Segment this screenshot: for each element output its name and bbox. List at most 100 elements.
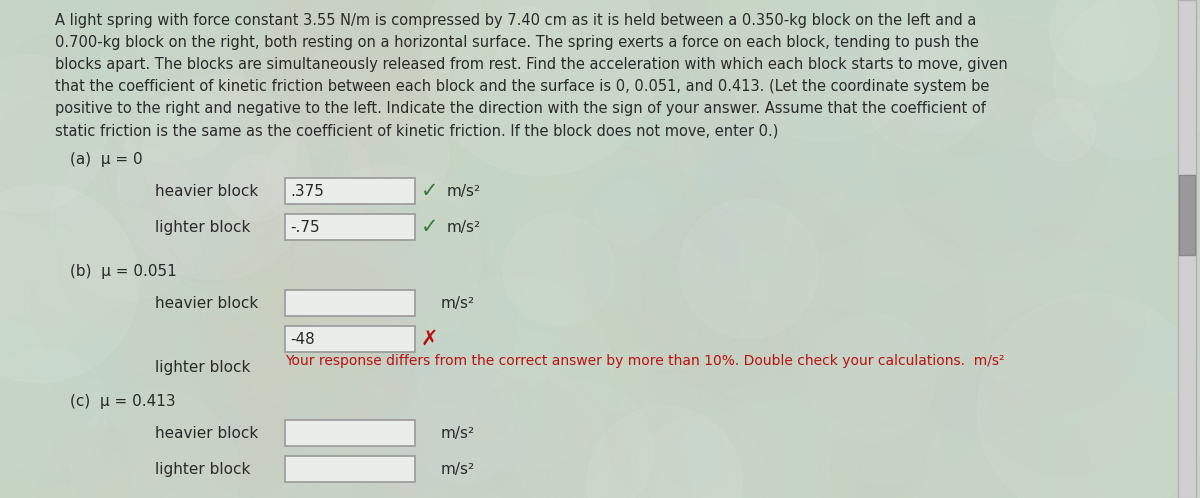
Circle shape <box>1092 30 1200 211</box>
Text: that the coefficient of kinetic friction between each block and the surface is 0: that the coefficient of kinetic friction… <box>55 79 989 94</box>
Circle shape <box>653 349 720 417</box>
Circle shape <box>1058 392 1200 498</box>
Text: A light spring with force constant 3.55 N/m is compressed by 7.40 cm as it is he: A light spring with force constant 3.55 … <box>55 13 977 28</box>
Text: ✓: ✓ <box>421 181 438 201</box>
Circle shape <box>79 0 295 137</box>
Circle shape <box>511 148 715 352</box>
Circle shape <box>422 0 660 175</box>
Circle shape <box>1117 249 1200 350</box>
Circle shape <box>218 328 362 472</box>
Circle shape <box>804 10 966 171</box>
Circle shape <box>679 199 818 338</box>
Circle shape <box>859 0 1037 100</box>
Text: static friction is the same as the coefficient of kinetic friction. If the block: static friction is the same as the coeff… <box>55 123 779 138</box>
Circle shape <box>941 365 1074 498</box>
Circle shape <box>547 414 690 498</box>
FancyBboxPatch shape <box>1178 0 1196 498</box>
Circle shape <box>108 61 329 283</box>
Circle shape <box>612 57 772 216</box>
Circle shape <box>494 7 559 71</box>
Circle shape <box>644 198 740 293</box>
Circle shape <box>192 245 414 466</box>
Circle shape <box>212 30 397 216</box>
Circle shape <box>1050 0 1160 85</box>
Circle shape <box>677 23 908 255</box>
Circle shape <box>854 0 1075 203</box>
Text: blocks apart. The blocks are simultaneously released from rest. Find the acceler: blocks apart. The blocks are simultaneou… <box>55 57 1008 72</box>
Circle shape <box>94 13 244 163</box>
Circle shape <box>265 126 372 233</box>
Circle shape <box>1009 97 1162 249</box>
Circle shape <box>1054 0 1200 159</box>
Circle shape <box>726 236 934 444</box>
Text: m/s²: m/s² <box>442 295 475 310</box>
Circle shape <box>820 358 1040 498</box>
Circle shape <box>912 355 988 431</box>
Circle shape <box>20 307 180 467</box>
Circle shape <box>206 225 413 432</box>
Circle shape <box>0 55 106 213</box>
Circle shape <box>346 65 474 193</box>
FancyBboxPatch shape <box>1178 175 1195 255</box>
Circle shape <box>718 309 934 498</box>
Circle shape <box>978 294 1200 498</box>
Circle shape <box>936 354 1024 441</box>
Circle shape <box>60 203 187 331</box>
Circle shape <box>533 0 763 216</box>
Text: m/s²: m/s² <box>442 425 475 441</box>
Circle shape <box>1033 99 1096 161</box>
Circle shape <box>785 278 994 486</box>
Circle shape <box>352 377 563 498</box>
Circle shape <box>842 0 1010 90</box>
Circle shape <box>257 0 427 103</box>
Circle shape <box>224 154 292 222</box>
Circle shape <box>246 0 431 151</box>
Circle shape <box>0 177 146 406</box>
Text: heavier block: heavier block <box>155 295 258 310</box>
Circle shape <box>305 0 400 55</box>
Circle shape <box>43 0 122 78</box>
FancyBboxPatch shape <box>286 290 415 316</box>
Circle shape <box>238 343 433 498</box>
Circle shape <box>562 255 733 426</box>
Circle shape <box>348 105 449 206</box>
Circle shape <box>133 46 319 232</box>
Circle shape <box>548 405 666 498</box>
Circle shape <box>876 18 1110 252</box>
Text: heavier block: heavier block <box>155 183 258 199</box>
Circle shape <box>274 0 500 135</box>
Circle shape <box>323 225 505 407</box>
Circle shape <box>397 365 630 498</box>
Circle shape <box>0 91 164 325</box>
Circle shape <box>162 330 236 405</box>
Circle shape <box>844 0 1081 156</box>
Text: m/s²: m/s² <box>442 462 475 477</box>
Circle shape <box>582 55 703 177</box>
Circle shape <box>980 113 1080 212</box>
FancyBboxPatch shape <box>286 214 415 240</box>
Circle shape <box>426 0 655 122</box>
Text: lighter block: lighter block <box>155 360 251 374</box>
Circle shape <box>343 163 449 269</box>
Circle shape <box>696 450 781 498</box>
Circle shape <box>107 316 287 496</box>
Text: (a)  μ = 0: (a) μ = 0 <box>70 152 143 167</box>
Circle shape <box>91 360 296 498</box>
Circle shape <box>766 208 985 427</box>
Circle shape <box>79 0 294 198</box>
Text: m/s²: m/s² <box>446 183 481 199</box>
Circle shape <box>288 202 470 384</box>
Circle shape <box>959 227 1145 413</box>
Circle shape <box>1001 112 1158 270</box>
Circle shape <box>595 165 664 234</box>
Text: .375: .375 <box>290 183 324 199</box>
Circle shape <box>547 308 701 462</box>
Circle shape <box>503 215 614 326</box>
Circle shape <box>1058 192 1165 298</box>
Text: Your response differs from the correct answer by more than 10%. Double check you: Your response differs from the correct a… <box>286 354 1004 368</box>
Circle shape <box>265 168 450 354</box>
Circle shape <box>238 449 300 498</box>
Circle shape <box>661 426 721 488</box>
Circle shape <box>906 102 1105 301</box>
Circle shape <box>588 406 742 498</box>
